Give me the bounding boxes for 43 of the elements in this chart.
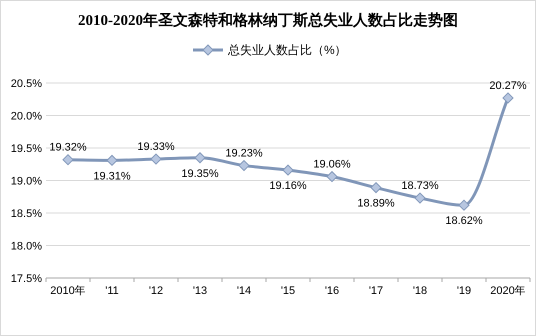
y-tick-label: 19.5% — [10, 143, 42, 155]
data-label: 18.73% — [401, 180, 439, 192]
x-tick-label: '17 — [368, 285, 384, 297]
y-tick-label: 18.0% — [10, 240, 42, 252]
x-tick-label: 2010年 — [50, 285, 86, 297]
data-label: 19.35% — [181, 168, 219, 180]
point — [326, 171, 338, 182]
x-tick-label: '11 — [105, 285, 119, 297]
x-tick-label: '14 — [236, 285, 252, 297]
legend-label: 总失业人数占比（%） — [227, 43, 347, 57]
legend: 总失业人数占比（%） — [193, 43, 347, 57]
y-tick-label: 19.0% — [10, 176, 42, 188]
x-tick-label: '16 — [324, 285, 340, 297]
data-label: 19.31% — [93, 170, 131, 182]
x-tick-label: 2020年 — [490, 285, 526, 297]
data-label: 18.89% — [357, 198, 395, 210]
y-tick-label: 20.5% — [10, 78, 42, 90]
x-tick-label: '19 — [456, 285, 472, 297]
x-tick-label: '15 — [280, 285, 296, 297]
x-tick-label: '12 — [148, 285, 164, 297]
y-tick-label: 20.0% — [10, 110, 42, 122]
y-tick-label: 18.5% — [10, 208, 42, 220]
point — [458, 200, 470, 211]
x-tick-label: '13 — [192, 285, 208, 297]
data-label: 19.23% — [225, 148, 263, 160]
x-tick-label: '18 — [412, 285, 428, 297]
point — [282, 164, 294, 176]
point — [414, 192, 426, 204]
data-label: 18.62% — [445, 215, 483, 228]
data-label: 19.33% — [137, 141, 175, 154]
point — [62, 154, 74, 166]
point — [502, 92, 514, 104]
point — [150, 154, 162, 165]
y-tick-label: 17.5% — [10, 273, 42, 285]
point — [370, 182, 382, 194]
point — [194, 152, 206, 164]
data-label: 19.06% — [313, 158, 351, 171]
data-label: 19.32% — [49, 142, 87, 154]
point — [238, 160, 250, 172]
data-label: 19.16% — [269, 180, 307, 192]
data-label: 20.27% — [489, 80, 527, 92]
chart-title: 2010-2020年圣文森特和格林纳丁斯总失业人数占比走势图 — [78, 12, 458, 29]
point — [106, 154, 118, 166]
